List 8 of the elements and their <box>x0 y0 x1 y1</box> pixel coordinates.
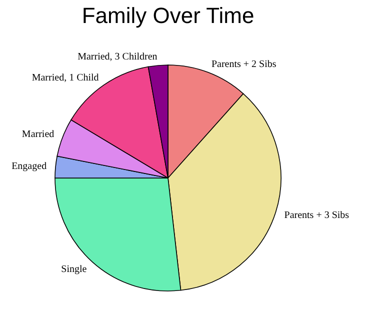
slice-label: Parents + 3 Sibs <box>284 210 350 221</box>
slice-label: Married <box>22 129 54 140</box>
slice-label: Married, 1 Child <box>32 72 99 84</box>
slice-label: Engaged <box>12 161 47 172</box>
chart-title: Family Over Time <box>82 3 254 28</box>
slice-label: Parents + 2 Sibs <box>211 59 276 70</box>
slice-label: Single <box>61 264 88 276</box>
slice-label: Married, 3 Children <box>78 51 158 62</box>
